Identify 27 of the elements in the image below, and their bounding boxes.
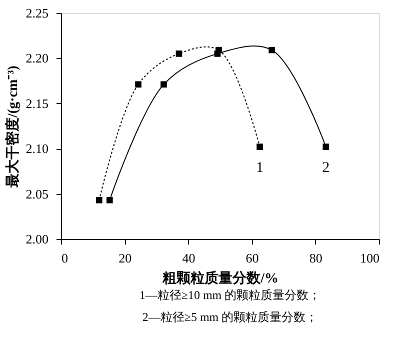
series-label: 2 xyxy=(322,160,330,176)
point xyxy=(256,144,263,150)
y-tick-label: 2.20 xyxy=(26,50,48,66)
point xyxy=(135,81,142,88)
series-label: 1 xyxy=(256,160,264,176)
x-tick-label: 60 xyxy=(246,250,259,266)
point xyxy=(106,196,113,204)
point xyxy=(160,81,167,88)
x-tick-label: 0 xyxy=(62,250,68,266)
y-tick-label: 2.05 xyxy=(26,186,48,202)
y-tick-label: 2.25 xyxy=(26,6,48,20)
text: 1—粒径≥10 mm 的颗粒质量分数； xyxy=(139,288,321,302)
text: 2—粒径≥5 mm 的颗粒质量分数； xyxy=(142,310,318,324)
x-tick-label: 80 xyxy=(309,250,322,266)
point xyxy=(322,144,330,150)
point xyxy=(176,50,182,57)
point xyxy=(268,46,275,54)
y-tick-label: 2.00 xyxy=(26,232,48,246)
point xyxy=(96,196,102,204)
x-tick-label: 40 xyxy=(182,250,196,266)
y-axis-title: 最大干密度/(g·cm⁻³) xyxy=(4,65,21,188)
x-tick-label: 100 xyxy=(360,250,380,266)
x-tick-label: 20 xyxy=(118,250,132,266)
point xyxy=(214,50,221,57)
y-tick-label: 2.10 xyxy=(26,141,48,156)
y-tick-label: 2.15 xyxy=(26,96,48,111)
x-axis-title: 粗颗粒质量分数/% xyxy=(162,270,278,286)
